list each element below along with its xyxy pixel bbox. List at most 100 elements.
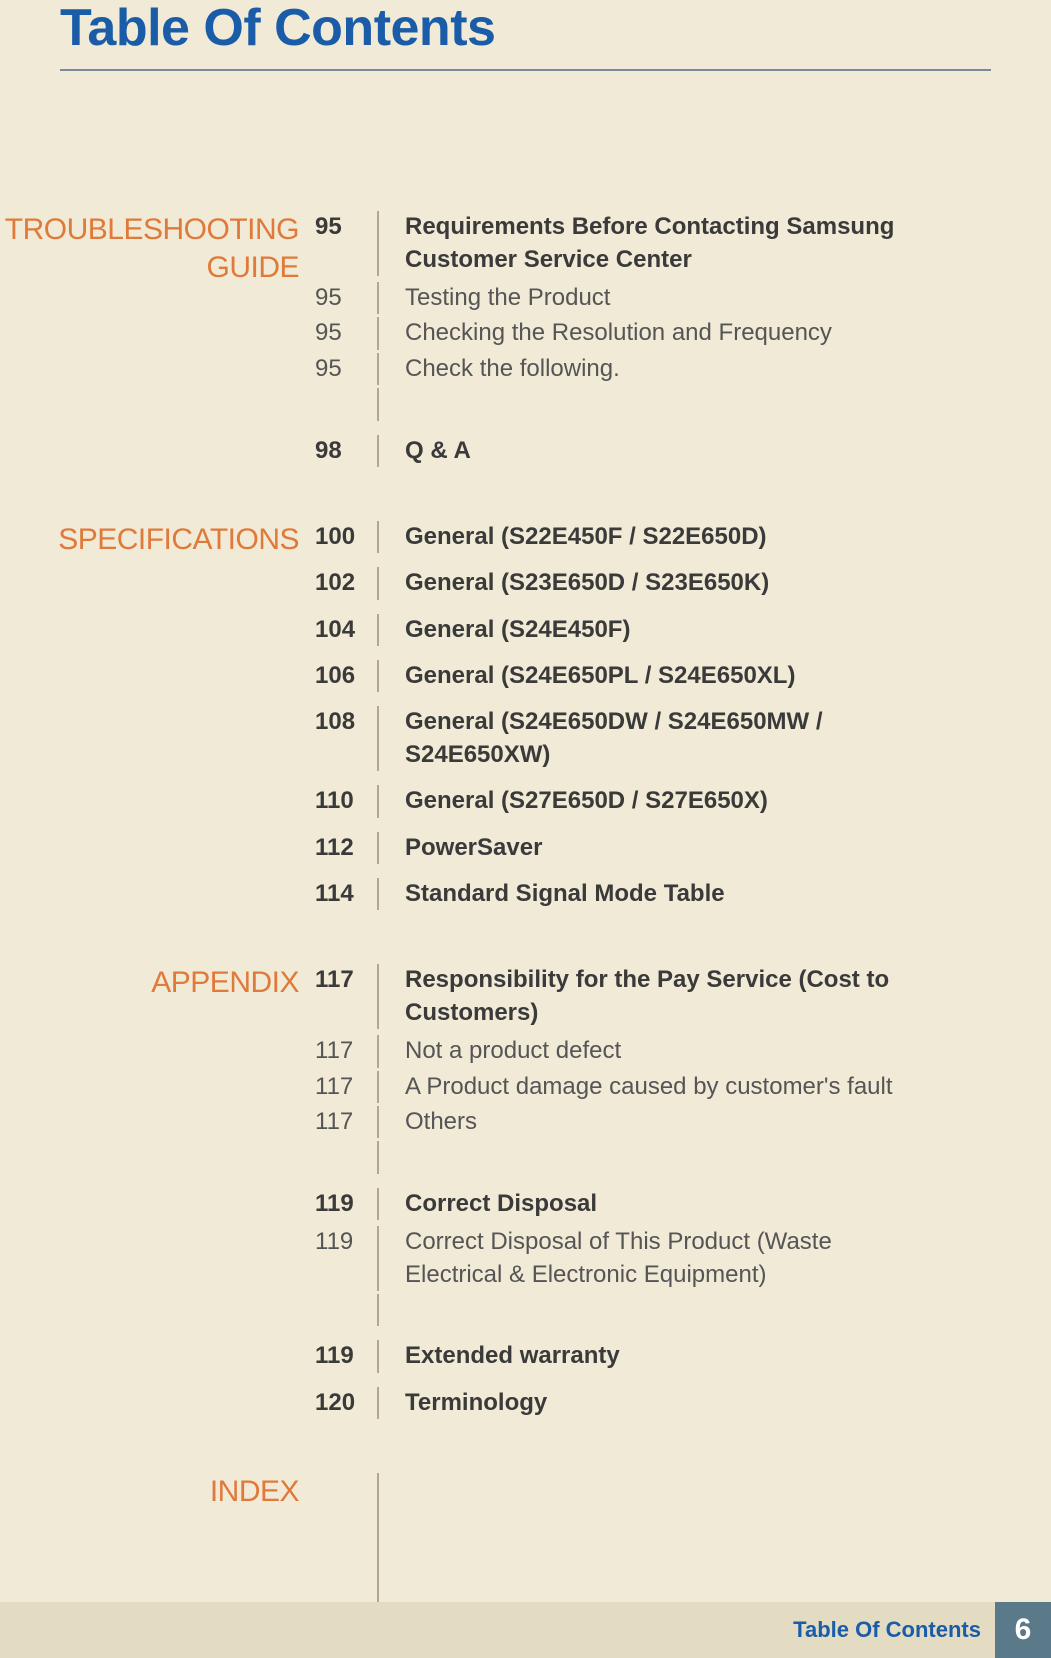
toc-divider	[377, 521, 379, 553]
toc-entry[interactable]: 117Not a product defect	[315, 1035, 991, 1067]
toc-divider	[377, 614, 379, 646]
toc-divider	[377, 567, 379, 599]
toc-entry-title: Correct Disposal of This Product (Waste …	[405, 1226, 925, 1291]
toc-divider	[377, 785, 379, 817]
toc-page-number: 119	[315, 1188, 377, 1220]
toc-page-number: 119	[315, 1340, 377, 1372]
toc-entry[interactable]: 108 General (S24E650DW / S24E650MW / S24E…	[315, 706, 991, 771]
toc-group-gap: ·	[315, 388, 991, 420]
toc-divider	[377, 211, 379, 276]
toc-entry-title: Correct Disposal	[405, 1188, 597, 1220]
toc-group-gap: ·	[315, 1141, 991, 1173]
toc-page-number: 117	[315, 1035, 377, 1067]
toc-divider	[377, 1340, 379, 1372]
toc-divider	[377, 1188, 379, 1220]
toc-entry-title: General (S22E450F / S22E650D)	[405, 521, 767, 553]
toc-entry-title: PowerSaver	[405, 832, 542, 864]
toc-page-number: 117	[315, 1106, 377, 1138]
chapter-entries: 100 General (S22E450F / S22E650D) 102Gener…	[315, 521, 1051, 917]
toc-divider	[377, 832, 379, 864]
toc-page-number: 95	[315, 282, 377, 314]
toc-divider	[377, 1226, 379, 1291]
title-underline	[60, 69, 991, 71]
chapter-block: TROUBLESHOOTING GUIDE95 Requirements Befo…	[0, 211, 1051, 473]
toc-divider	[377, 317, 379, 349]
toc-page-number: 100	[315, 521, 377, 553]
toc-entry-title: Extended warranty	[405, 1340, 620, 1372]
toc-page-number: 95	[315, 353, 377, 385]
toc-page-number: 108	[315, 706, 377, 738]
toc-page-number: 104	[315, 614, 377, 646]
toc-page-number: 98	[315, 435, 377, 467]
toc-entry-title: General (S24E450F)	[405, 614, 630, 646]
toc-divider	[377, 353, 379, 385]
toc-page-number: 110	[315, 785, 377, 817]
toc-entry[interactable]: 117A Product damage caused by customer's…	[315, 1071, 991, 1103]
toc-entry-title: Terminology	[405, 1387, 547, 1419]
toc-entry-title: Q & A	[405, 435, 471, 467]
chapter-gap	[0, 1425, 1051, 1473]
chapter-label: INDEX	[0, 1473, 315, 1619]
title-region: Table Of Contents	[0, 0, 1051, 71]
chapter-label: TROUBLESHOOTING GUIDE	[0, 211, 315, 473]
toc-entry[interactable]: 102General (S23E650D / S23E650K)	[315, 567, 991, 599]
toc-entry[interactable]: 95 Requirements Before Contacting Samsung…	[315, 211, 991, 276]
toc-divider	[377, 964, 379, 1029]
toc-group-gap: ·	[315, 1294, 991, 1326]
toc-tail: ·	[315, 1473, 991, 1613]
chapter-entries: ·	[315, 1473, 1051, 1619]
toc-entry[interactable]: 95 Checking the Resolution and Frequency	[315, 317, 991, 349]
toc-entry[interactable]: 119 Extended warranty	[315, 1340, 991, 1372]
chapter-entries: 117 Responsibility for the Pay Service (C…	[315, 964, 1051, 1425]
chapter-block: INDEX·	[0, 1473, 1051, 1619]
toc-page-number: 119	[315, 1226, 377, 1258]
chapter-block: APPENDIX117 Responsibility for the Pay Se…	[0, 964, 1051, 1425]
toc-divider	[377, 660, 379, 692]
toc-entry[interactable]: 117 Others	[315, 1106, 991, 1138]
chapter-gap	[0, 916, 1051, 964]
toc-entry[interactable]: 98 Q & A	[315, 435, 991, 467]
toc-divider	[377, 1035, 379, 1067]
toc-entry[interactable]: 104 General (S24E450F)	[315, 614, 991, 646]
toc-entry[interactable]: 100 General (S22E450F / S22E650D)	[315, 521, 991, 553]
toc-entry-title: A Product damage caused by customer's fa…	[405, 1071, 893, 1103]
toc-entry-title: Requirements Before Contacting Samsung C…	[405, 211, 925, 276]
toc-page-number: 106	[315, 660, 377, 692]
page: Table Of Contents TROUBLESHOOTING GUIDE9…	[0, 0, 1051, 1658]
toc-entry[interactable]: 112 PowerSaver	[315, 832, 991, 864]
chapter-label: SPECIFICATIONS	[0, 521, 315, 917]
toc-divider	[377, 1071, 379, 1103]
toc-page-number: 95	[315, 317, 377, 349]
toc-entry-title: General (S23E650D / S23E650K)	[405, 567, 769, 599]
toc-divider	[377, 706, 379, 771]
toc-entry[interactable]: 114Standard Signal Mode Table	[315, 878, 991, 910]
toc-entry-title: Responsibility for the Pay Service (Cost…	[405, 964, 925, 1029]
footer: Table Of Contents 6	[0, 1602, 1051, 1658]
toc-page-number: 95	[315, 211, 377, 243]
toc-entry-title: Checking the Resolution and Frequency	[405, 317, 832, 349]
toc-page-number: 112	[315, 832, 377, 864]
toc-entry-title: Standard Signal Mode Table	[405, 878, 725, 910]
toc-divider	[377, 282, 379, 314]
toc-entry-title: Check the following.	[405, 353, 620, 385]
toc-entry[interactable]: 95 Testing the Product	[315, 282, 991, 314]
toc-entry[interactable]: 110General (S27E650D / S27E650X)	[315, 785, 991, 817]
toc-entry[interactable]: 120 Terminology	[315, 1387, 991, 1419]
toc-page-number: 120	[315, 1387, 377, 1419]
chapter-gap	[0, 473, 1051, 521]
chapter-entries: 95 Requirements Before Contacting Samsung…	[315, 211, 1051, 473]
toc-divider	[377, 1106, 379, 1138]
toc-entry[interactable]: 106General (S24E650PL / S24E650XL)	[315, 660, 991, 692]
toc-page-number: 117	[315, 964, 377, 996]
toc-entry[interactable]: 119 Correct Disposal of This Product (Was…	[315, 1226, 991, 1291]
footer-page-number: 6	[995, 1602, 1051, 1658]
toc-entry[interactable]: 117 Responsibility for the Pay Service (C…	[315, 964, 991, 1029]
toc-entry[interactable]: 95 Check the following.	[315, 353, 991, 385]
toc-entry[interactable]: 119 Correct Disposal	[315, 1188, 991, 1220]
chapter-label: APPENDIX	[0, 964, 315, 1425]
toc-entry-title: Testing the Product	[405, 282, 610, 314]
toc-entry-title: Others	[405, 1106, 477, 1138]
footer-label: Table Of Contents	[793, 1617, 981, 1643]
chapter-block: SPECIFICATIONS100 General (S22E450F / S22…	[0, 521, 1051, 917]
toc-entry-title: General (S24E650DW / S24E650MW / S24E650…	[405, 706, 925, 771]
